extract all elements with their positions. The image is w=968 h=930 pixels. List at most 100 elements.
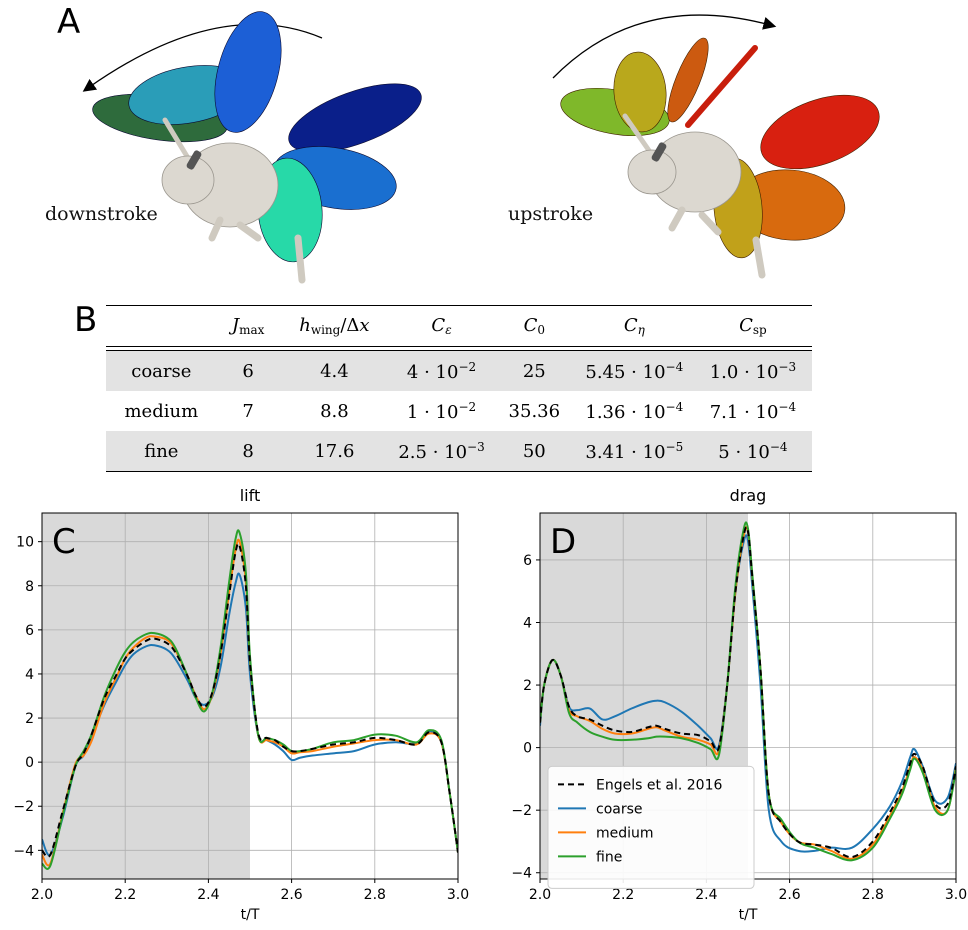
y-tick-label: 4 xyxy=(25,667,34,683)
downstroke-eye xyxy=(186,150,202,170)
header-ceps: Cε xyxy=(431,315,452,337)
cell-ceps: 1 · 10−2 xyxy=(406,399,477,423)
series-line-fine xyxy=(540,521,956,862)
cell-name: coarse xyxy=(131,360,192,382)
cell-hwing: 17.6 xyxy=(314,440,355,462)
x-tick-label: 2.2 xyxy=(612,887,634,903)
table-row-coarse: coarse 6 4.4 4 · 10−2 25 5.45 · 10−4 1.0 · 10−… xyxy=(106,350,812,391)
x-tick-label: 2.4 xyxy=(695,887,717,903)
downstroke-antenna xyxy=(162,117,191,161)
downstroke-leg-3 xyxy=(294,234,306,284)
force-charts: 2.0 2.2 2.4 2.6 2.8 3.0−4−20246810liftt/TC2.0… xyxy=(13,486,967,923)
cell-ceps: 4 · 10−2 xyxy=(406,359,477,383)
downstroke-wing-3 xyxy=(214,11,282,133)
x-tick-label: 2.0 xyxy=(31,887,53,903)
header-ceta: Cη xyxy=(623,315,645,337)
y-tick-label: 6 xyxy=(25,623,34,639)
header-csp: Csp xyxy=(739,315,767,337)
upstroke-head xyxy=(627,149,677,195)
y-tick-label: 4 xyxy=(523,615,532,631)
x-tick-label: 2.6 xyxy=(778,887,800,903)
x-tick-label: 2.6 xyxy=(280,887,302,903)
cell-ceta: 3.41 · 10−5 xyxy=(585,439,684,463)
downstroke-leg-2 xyxy=(236,221,262,242)
x-tick-label: 3.0 xyxy=(447,887,469,903)
x-tick-label: 2.2 xyxy=(114,887,136,903)
series-line-engels-et-al-2016 xyxy=(540,526,956,859)
table-row-fine: fine 8 17.6 2.5 · 10−3 50 3.41 · 10−5 5 · 10−4 xyxy=(106,431,812,472)
header-hwing: hwing/Δx xyxy=(299,315,370,337)
upstroke-label: upstroke xyxy=(508,203,594,225)
upstroke-leg-3 xyxy=(752,236,766,279)
cell-name: fine xyxy=(144,440,179,462)
y-tick-label: −4 xyxy=(13,843,34,859)
y-tick-label: 6 xyxy=(523,553,532,569)
shaded-downstroke-region xyxy=(42,513,250,879)
cell-ceta: 5.45 · 10−4 xyxy=(585,359,684,383)
parameter-table: Jmax hwing/Δx Cε C0 Cη Csp coarse 6 4.4 4 ·… xyxy=(106,305,812,472)
y-tick-label: 10 xyxy=(16,535,34,551)
y-tick-label: −2 xyxy=(511,803,532,819)
header-empty xyxy=(106,306,217,347)
plot-frame xyxy=(41,512,459,880)
panel-label-a: A xyxy=(57,2,81,42)
table-header-row: Jmax hwing/Δx Cε C0 Cη Csp xyxy=(106,305,812,347)
x-tick-label: 2.0 xyxy=(529,887,551,903)
downstroke-arrow xyxy=(82,23,323,92)
series-line-coarse xyxy=(42,572,458,857)
chart-title: drag xyxy=(730,486,767,505)
y-tick-label: 0 xyxy=(25,755,34,771)
downstroke-insect xyxy=(92,11,422,284)
upstroke-leg-2 xyxy=(698,211,722,236)
panel-label-b: B xyxy=(74,300,98,340)
downstroke-head xyxy=(161,155,215,205)
y-tick-label: −4 xyxy=(511,866,532,882)
upstroke-wing-2 xyxy=(613,51,667,133)
table-row-medium: medium 7 8.8 1 · 10−2 35.36 1.36 · 10−4 7.1 · … xyxy=(106,391,812,431)
legend-entry: fine xyxy=(596,849,622,865)
cell-c0: 35.36 xyxy=(508,400,561,422)
series-line-engels-et-al-2016 xyxy=(42,542,458,858)
x-tick-label: 2.4 xyxy=(197,887,219,903)
upstroke-eye xyxy=(651,142,667,162)
downstroke-wing-4 xyxy=(288,83,422,153)
cell-jmax: 7 xyxy=(242,400,254,422)
y-tick-label: 0 xyxy=(523,741,532,757)
cell-c0: 25 xyxy=(522,360,546,382)
legend-entry: Engels et al. 2016 xyxy=(596,777,722,793)
cell-name: medium xyxy=(124,400,199,422)
cell-hwing: 4.4 xyxy=(320,360,349,382)
header-c0: C0 xyxy=(523,315,546,337)
cell-jmax: 8 xyxy=(242,440,254,462)
y-tick-label: −2 xyxy=(13,799,34,815)
header-jmax: Jmax xyxy=(231,315,265,337)
cell-jmax: 6 xyxy=(242,360,254,382)
chart-lift: 2.0 2.2 2.4 2.6 2.8 3.0 −4 −2 0 2 4 6 8 10 lift t/T C xyxy=(13,486,469,923)
x-axis-label: t/T xyxy=(241,907,260,923)
x-tick-label: 3.0 xyxy=(945,887,967,903)
series-line-fine xyxy=(42,529,458,870)
upstroke-wing-3 xyxy=(667,37,709,123)
downstroke-label: downstroke xyxy=(45,203,158,225)
upstroke-insect xyxy=(560,37,880,279)
wing-stroke-illustration xyxy=(82,11,880,284)
cell-csp: 5 · 10−4 xyxy=(718,439,788,463)
x-tick-label: 2.8 xyxy=(364,887,386,903)
legend-box xyxy=(547,765,755,889)
upstroke-leg-1 xyxy=(668,206,686,232)
cell-csp: 1.0 · 10−3 xyxy=(709,359,797,383)
panel-label: C xyxy=(52,522,76,562)
series-line-medium xyxy=(42,538,458,867)
downstroke-leg-1 xyxy=(208,216,224,242)
cell-ceta: 1.36 · 10−4 xyxy=(585,399,684,423)
legend-entry: medium xyxy=(596,825,654,841)
cell-c0: 50 xyxy=(522,440,546,462)
upstroke-arrow xyxy=(552,14,777,79)
cell-hwing: 8.8 xyxy=(320,400,349,422)
x-axis-label: t/T xyxy=(739,907,758,923)
legend-entry: coarse xyxy=(596,801,643,817)
x-tick-label: 2.8 xyxy=(862,887,884,903)
y-tick-label: 2 xyxy=(25,711,34,727)
cell-csp: 7.1 · 10−4 xyxy=(709,399,797,423)
cell-ceps: 2.5 · 10−3 xyxy=(398,439,485,463)
